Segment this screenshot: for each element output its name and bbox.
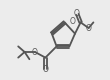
Text: O: O bbox=[70, 17, 76, 26]
Text: O: O bbox=[32, 48, 38, 57]
Text: O: O bbox=[43, 66, 49, 74]
Text: O: O bbox=[74, 9, 80, 18]
Text: O: O bbox=[86, 24, 92, 33]
